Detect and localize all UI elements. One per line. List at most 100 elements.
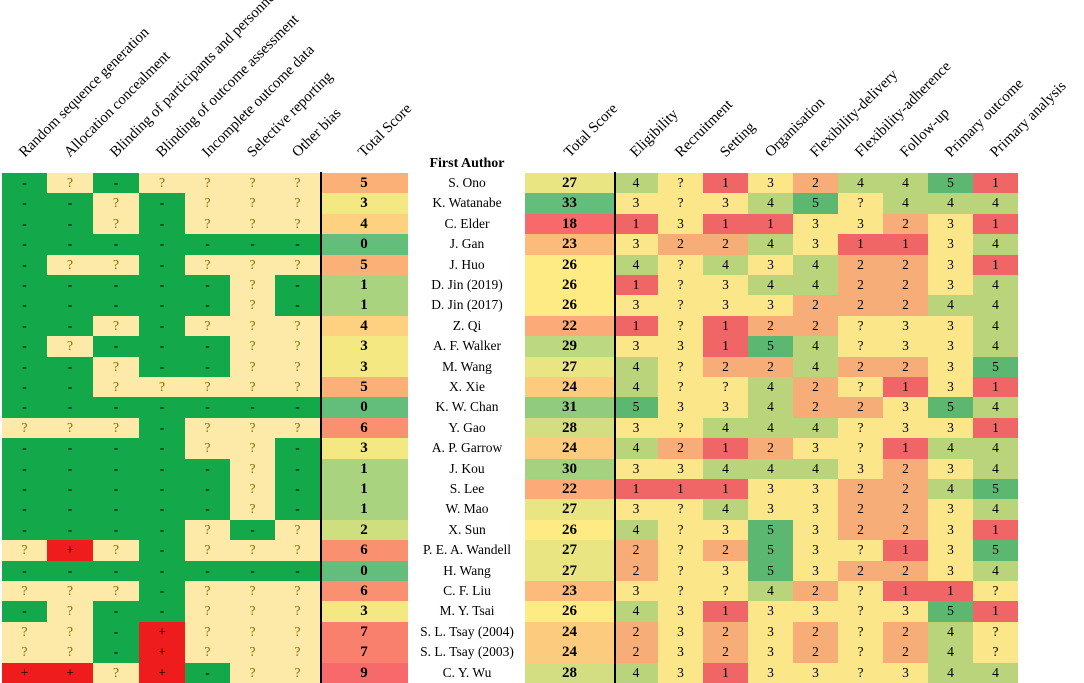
precis-cell: 2	[838, 499, 883, 521]
precis-cell: 2	[883, 213, 928, 235]
precis-cell: 3	[883, 336, 928, 358]
precis-cell: 4	[748, 193, 793, 215]
precis-cell: 2	[883, 458, 928, 480]
precis-cell: ?	[658, 275, 703, 296]
rob-cell: -	[2, 173, 47, 194]
rob-cell: ?	[47, 581, 93, 602]
precis-cell: 3	[928, 315, 973, 337]
rob-cell: -	[230, 234, 275, 256]
precis-cell: 4	[973, 662, 1018, 683]
rob-cell: ?	[185, 438, 230, 460]
precis-cell: 5	[973, 479, 1018, 500]
rob-cell: ?	[185, 417, 230, 439]
precis-cell: 3	[748, 499, 793, 521]
rob-cell: ?	[230, 336, 275, 358]
precis-cell: 1	[703, 213, 748, 235]
precis-cell: 3	[614, 458, 658, 480]
precis-cell: 2	[658, 438, 703, 460]
precis-cell: 3	[928, 458, 973, 480]
precis-cell: 3	[928, 377, 973, 398]
rob-cell: ?	[93, 417, 139, 439]
precis-cell: 3	[614, 417, 658, 439]
precis-cell: 3	[658, 662, 703, 683]
precis-cell: 2	[883, 479, 928, 500]
rob-cell: -	[139, 234, 185, 256]
precis-cell: 2	[838, 560, 883, 582]
precis-cell: 2	[703, 621, 748, 643]
rob-cell: -	[185, 560, 230, 582]
rob-cell: ?	[185, 540, 230, 562]
precis-cell: 5	[748, 560, 793, 582]
rob-cell: ?	[230, 254, 275, 276]
rob-cell: -	[230, 560, 275, 582]
precis-cell: ?	[838, 377, 883, 398]
precis-cell: 5	[614, 397, 658, 419]
precis-total-cell: 30	[525, 458, 614, 480]
rob-cell: ?	[230, 601, 275, 623]
precis-cell: 1	[883, 377, 928, 398]
precis-cell: 2	[883, 356, 928, 378]
precis-total-cell: 26	[525, 601, 614, 623]
precis-cell: ?	[658, 356, 703, 378]
precis-cell: 2	[838, 254, 883, 276]
precis-cell: 3	[928, 213, 973, 235]
precis-cell: 5	[793, 193, 838, 215]
rob-total-cell: 6	[320, 417, 408, 439]
author-name: D. Jin (2017)	[431, 297, 503, 313]
precis-total-cell: 33	[525, 193, 614, 215]
precis-cell: ?	[658, 315, 703, 337]
rob-cell: -	[47, 519, 93, 541]
precis-total-cell: 24	[525, 642, 614, 664]
precis-total-cell: 26	[525, 254, 614, 276]
precis-cell: 2	[838, 519, 883, 541]
rob-cell: -	[2, 213, 47, 235]
precis-cell: 1	[703, 173, 748, 194]
precis-cell: 3	[793, 499, 838, 521]
precis-cell: 4	[928, 621, 973, 643]
rob-cell: +	[139, 621, 185, 643]
rob-cell: ?	[230, 275, 275, 296]
rob-cell: -	[93, 438, 139, 460]
precis-cell: 3	[748, 173, 793, 194]
rob-total-cell: 1	[320, 275, 408, 296]
precis-cell: 1	[703, 662, 748, 683]
author-name: C. F. Liu	[443, 583, 491, 598]
rob-total-cell: 5	[320, 254, 408, 276]
rob-cell: -	[93, 499, 139, 521]
rob-cell: -	[139, 499, 185, 521]
rob-cell: ?	[275, 601, 320, 623]
precis-cell: 4	[748, 417, 793, 439]
rob-total-cell: 9	[320, 662, 408, 683]
author-name: M. Y. Tsai	[439, 603, 495, 619]
rob-cell: -	[47, 315, 93, 337]
rob-cell: -	[139, 295, 185, 317]
precis-cell: ?	[838, 581, 883, 602]
precis-cell: 4	[973, 438, 1018, 460]
rob-cell: ?	[275, 254, 320, 276]
precis-cell: 1	[973, 519, 1018, 541]
column-separator	[614, 172, 616, 683]
precis-cell: ?	[658, 173, 703, 194]
rob-cell: -	[139, 438, 185, 460]
precis-cell: 4	[928, 193, 973, 215]
rob-cell: -	[139, 336, 185, 358]
precis-cell: 4	[793, 254, 838, 276]
precis-cell: 1	[748, 213, 793, 235]
precis-cell: ?	[658, 581, 703, 602]
precis-cell: 2	[838, 295, 883, 317]
precis-cell: ?	[658, 193, 703, 215]
precis-cell: 3	[748, 621, 793, 643]
first-author-header: First Author	[429, 156, 505, 171]
precis-total-cell: 29	[525, 336, 614, 358]
rob-cell: -	[185, 336, 230, 358]
rob-cell: -	[275, 499, 320, 521]
precis-cell: 4	[703, 458, 748, 480]
author-name: J. Huo	[449, 256, 485, 272]
rob-cell: ?	[139, 173, 185, 194]
precis-cell: 3	[793, 540, 838, 562]
precis-cell: 1	[973, 417, 1018, 439]
precis-cell: ?	[838, 438, 883, 460]
risk-of-bias-band: Risk of bias (Cochrane)	[134, 156, 276, 171]
rob-cell: -	[93, 234, 139, 256]
precis-cell: 2	[793, 581, 838, 602]
